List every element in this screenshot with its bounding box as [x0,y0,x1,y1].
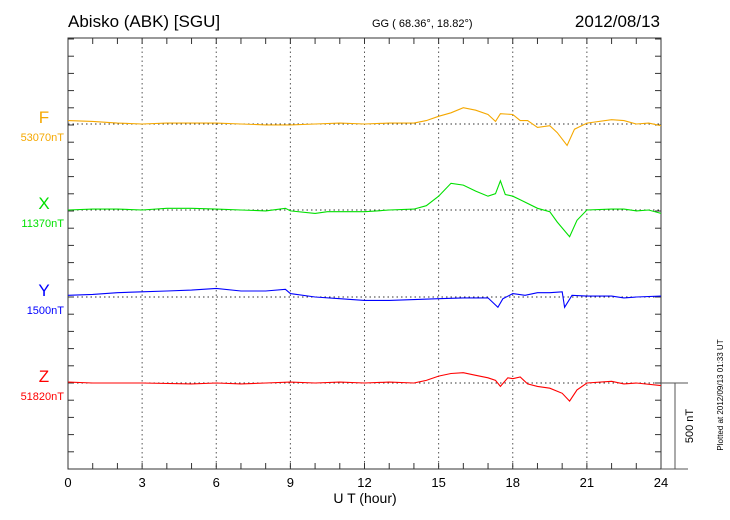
scale-bar-label: 500 nT [684,409,696,444]
x-tick-label: 0 [64,475,71,490]
x-tick-label: 6 [213,475,220,490]
series-name-z: Z [39,367,49,386]
date-label: 2012/08/13 [575,12,660,31]
plot-frame [67,37,662,470]
x-tick-label: 3 [139,475,146,490]
x-tick-label: 15 [431,475,445,490]
plotted-timestamp: Plotted at 2012/09/13 01:33 UT [716,339,725,450]
x-tick-label: 24 [654,475,668,490]
series-name-y: Y [38,281,49,300]
series-baseline-x: 11370nT [21,218,64,230]
x-tick-label: 18 [506,475,520,490]
series-line-y [67,287,662,309]
x-tick-label: 21 [580,475,594,490]
series-name-f: F [39,108,49,127]
series-line-z [67,372,662,402]
coordinates-label: GG ( 68.36°, 18.82°) [372,18,473,30]
series-line-x [67,179,662,238]
series-baseline-f: 53070nT [21,132,65,144]
x-tick-label: 12 [357,475,371,490]
series-name-x: X [38,194,49,213]
x-axis-label: U T (hour) [333,490,396,506]
series-baseline-z: 51820nT [21,391,65,403]
station-title: Abisko (ABK) [SGU] [68,12,220,31]
x-tick-label: 9 [287,475,294,490]
series-baseline-y: 1500nT [27,305,65,317]
series-line-f [67,107,662,147]
